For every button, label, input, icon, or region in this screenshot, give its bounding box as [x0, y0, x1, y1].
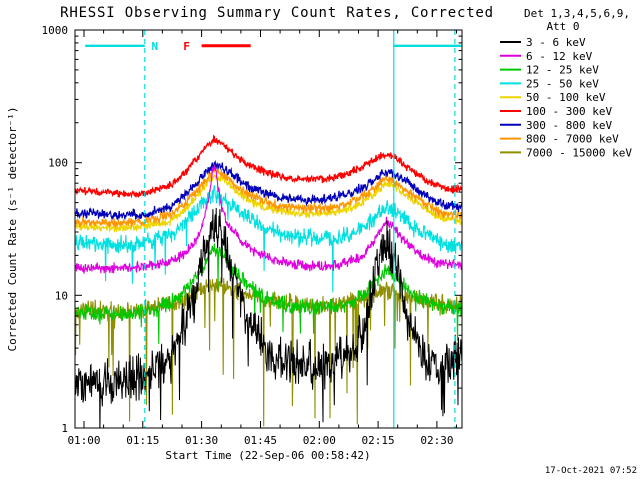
series-3-6-keV [75, 207, 462, 428]
legend-label-50-100-keV: 50 - 100 keV [526, 91, 606, 104]
legend-subtitle: Att 0 [546, 20, 579, 33]
x-tick-label: 02:15 [362, 434, 395, 447]
x-tick-label: 01:30 [185, 434, 218, 447]
legend-label-800-7000-keV: 800 - 7000 keV [526, 133, 619, 146]
y-tick-label: 100 [48, 157, 68, 170]
series-50-100-keV [75, 173, 462, 233]
series-6-12-keV [75, 164, 462, 274]
legend-title: Det 1,3,4,5,6,9, [524, 7, 630, 20]
y-tick-label: 1000 [42, 24, 69, 37]
y-tick-label: 1 [61, 422, 68, 435]
timestamp: 17-Oct-2021 07:52 [545, 466, 637, 476]
legend-label-3-6-keV: 3 - 6 keV [526, 36, 586, 49]
night-flag-label: N [152, 40, 159, 53]
x-tick-label: 01:00 [67, 434, 100, 447]
y-axis-label: Corrected Count Rate (s⁻¹ detector⁻¹) [6, 106, 19, 351]
legend-label-300-800-keV: 300 - 800 keV [526, 119, 612, 132]
x-tick-label: 02:30 [420, 434, 453, 447]
series-layer [75, 134, 462, 428]
legend-label-25-50-keV: 25 - 50 keV [526, 77, 599, 90]
series-25-50-keV [75, 185, 462, 293]
x-tick-label: 01:45 [244, 434, 277, 447]
legend-label-100-300-keV: 100 - 300 keV [526, 105, 612, 118]
legend-label-6-12-keV: 6 - 12 keV [526, 50, 593, 63]
y-tick-label: 10 [55, 289, 68, 302]
x-tick-label: 01:15 [126, 434, 159, 447]
x-tick-label: 02:00 [303, 434, 336, 447]
plot-frame [74, 29, 463, 429]
legend-label-12-25-keV: 12 - 25 keV [526, 64, 599, 77]
series-300-800-keV [75, 159, 462, 220]
series-100-300-keV [75, 134, 462, 199]
legend-label-7000-15000-keV: 7000 - 15000 keV [526, 146, 632, 159]
flare-flag-label: F [183, 40, 190, 53]
generated-chart-layer: N F 01:00 01:15 01:30 01:45 02:00 02:15 02:30 1 10… [42, 24, 633, 447]
x-axis-label: Start Time (22-Sep-06 00:58:42) [165, 449, 370, 462]
chart-title: RHESSI Observing Summary Count Rates, Co… [60, 5, 494, 21]
